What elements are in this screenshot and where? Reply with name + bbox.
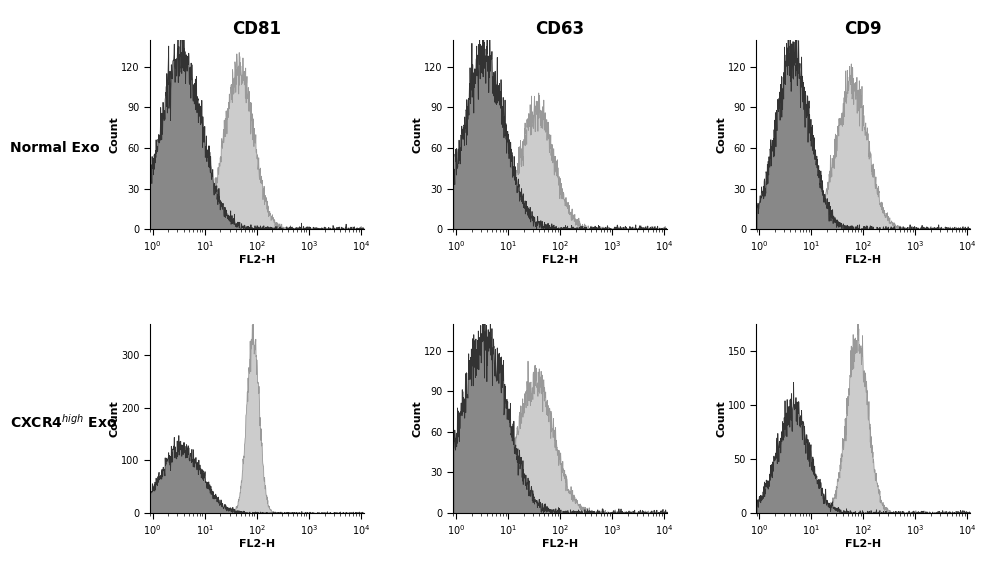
Y-axis label: Count: Count (716, 116, 726, 153)
X-axis label: FL2-H: FL2-H (239, 539, 275, 548)
Y-axis label: Count: Count (110, 400, 120, 437)
X-axis label: FL2-H: FL2-H (239, 255, 275, 264)
Title: CD63: CD63 (535, 21, 585, 38)
X-axis label: FL2-H: FL2-H (845, 539, 881, 548)
Y-axis label: Count: Count (413, 116, 423, 153)
Y-axis label: Count: Count (110, 116, 120, 153)
X-axis label: FL2-H: FL2-H (542, 255, 578, 264)
Y-axis label: Count: Count (716, 400, 726, 437)
Y-axis label: Count: Count (413, 400, 423, 437)
Text: Normal Exo: Normal Exo (10, 141, 100, 155)
X-axis label: FL2-H: FL2-H (845, 255, 881, 264)
Title: CD81: CD81 (232, 21, 281, 38)
X-axis label: FL2-H: FL2-H (542, 539, 578, 548)
Text: CXCR4$^{high}$ Exo: CXCR4$^{high}$ Exo (10, 413, 117, 431)
Title: CD9: CD9 (844, 21, 882, 38)
